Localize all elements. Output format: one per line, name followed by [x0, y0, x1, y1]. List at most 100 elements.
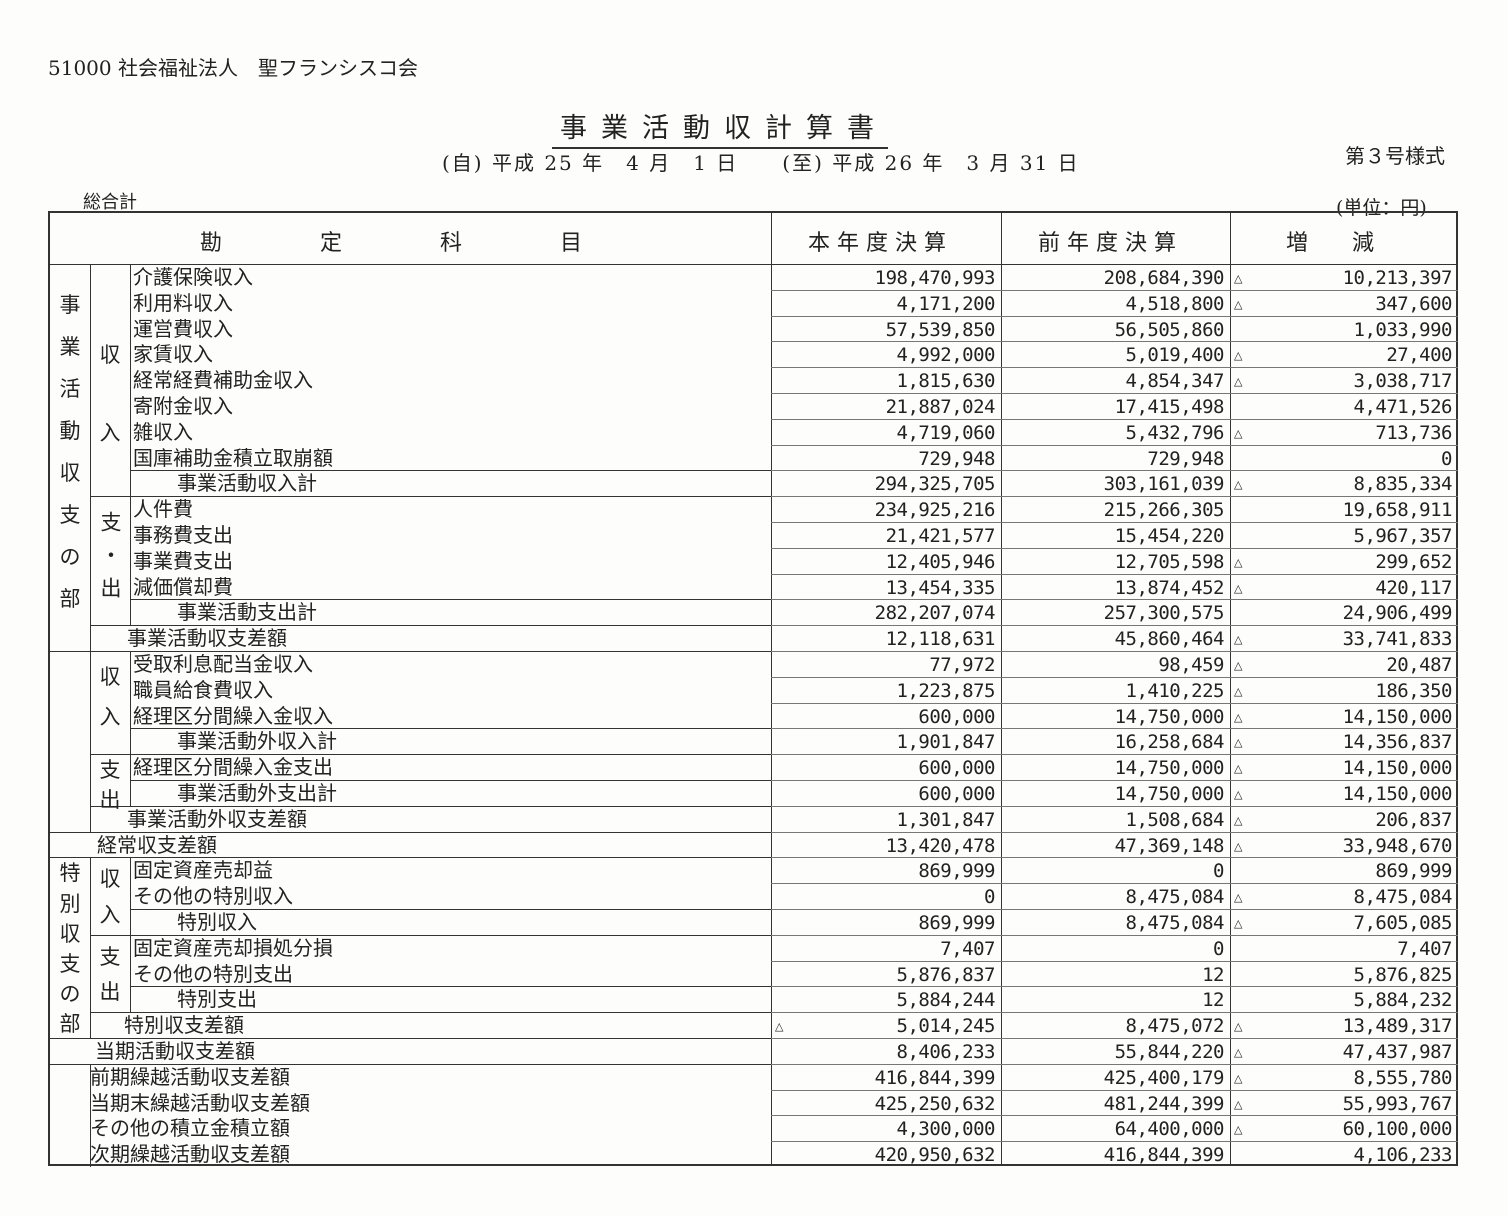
cell-change: 0: [1441, 447, 1452, 470]
cell-prior: 14,750,000: [1114, 783, 1225, 805]
organization-name: 51000 社会福祉法人 聖フランシスコ会: [48, 56, 418, 80]
cell-current: 5,876,837: [896, 963, 996, 986]
cell-prior: 303,161,039: [1103, 473, 1225, 496]
negative-mark: △: [1234, 426, 1243, 440]
cell-prior: 56,505,860: [1114, 318, 1225, 341]
negative-mark: △: [1234, 581, 1243, 595]
cell-prior: 1,410,225: [1125, 679, 1225, 702]
cell-change: 10,213,397: [1342, 267, 1453, 289]
cell-rule: [1230, 1012, 1458, 1014]
group-divider: [90, 264, 91, 626]
cell-rule: [1001, 1115, 1230, 1117]
cell-rule: [771, 934, 1001, 936]
cell-rule: [771, 470, 1001, 472]
cell-change: 8,835,334: [1353, 473, 1453, 496]
cell-prior: 1,508,684: [1125, 808, 1225, 831]
cell-current: 13,420,478: [885, 834, 996, 857]
cell-prior: 5,432,796: [1125, 421, 1225, 444]
cell-prior: 0: [1213, 937, 1224, 960]
cell-rule: [1230, 1089, 1458, 1091]
cell-change: 60,100,000: [1342, 1118, 1453, 1141]
cell-rule: [1001, 393, 1230, 394]
row-rule: [90, 625, 771, 627]
cell-current: 77,972: [929, 654, 995, 676]
header-change: 増 減: [1286, 231, 1375, 256]
cell-prior: 8,475,084: [1125, 886, 1225, 909]
group-label-char: 活: [59, 376, 81, 401]
group-label-char: の: [59, 545, 81, 570]
negative-mark: △: [1234, 1020, 1243, 1034]
row-rule: [130, 909, 771, 910]
cell-rule: [771, 496, 1001, 498]
cell-rule: [771, 651, 1001, 652]
group-label-char: 業: [59, 334, 81, 359]
cell-prior: 4,518,800: [1125, 292, 1225, 315]
cell-prior: 416,844,399: [1103, 1144, 1225, 1167]
row-label: 事業活動外支出計: [177, 781, 337, 805]
form-number: 第３号様式: [1345, 144, 1445, 168]
cell-rule: [1001, 934, 1230, 936]
expense-group-label: 支・出: [98, 511, 122, 610]
cell-current: 1,223,875: [896, 679, 996, 702]
cell-current: 4,992,000: [896, 344, 996, 367]
row-rule: [50, 831, 771, 833]
row-rule: [130, 728, 771, 730]
cell-rule: [1230, 496, 1458, 498]
cell-rule: [1230, 393, 1458, 394]
row-label: 事業活動収入計: [177, 471, 317, 496]
cell-current: 13,454,335: [885, 576, 996, 599]
cell-rule: [1230, 625, 1458, 627]
cell-rule: [1001, 315, 1230, 317]
cell-rule: [1001, 651, 1230, 652]
operating-section-label: 事業活動収支の部: [50, 277, 90, 625]
cell-rule: [1001, 1012, 1230, 1014]
group-label-char: 事: [59, 292, 81, 317]
cell-current: 21,421,577: [885, 525, 996, 547]
cell-rule: [1001, 418, 1230, 420]
group-label-char: 収: [99, 867, 121, 892]
cell-rule: [771, 728, 1001, 730]
cell-prior: 17,415,498: [1114, 396, 1225, 418]
cell-change: 3,038,717: [1353, 370, 1453, 393]
row-label: その他の特別支出: [133, 961, 293, 986]
cell-rule: [771, 1115, 1001, 1117]
cell-rule: [1001, 470, 1230, 472]
cell-prior: 15,454,220: [1114, 525, 1225, 547]
cell-change: 1,033,990: [1353, 318, 1453, 341]
cell-prior: 98,459: [1158, 654, 1224, 676]
cell-rule: [771, 522, 1001, 523]
cell-rule: [1230, 651, 1458, 652]
cell-change: 7,407: [1397, 937, 1452, 960]
negative-mark: △: [1234, 375, 1243, 389]
cell-rule: [1001, 831, 1230, 833]
cell-prior: 8,475,072: [1125, 1015, 1225, 1038]
cell-rule: [771, 393, 1001, 394]
cell-change: 14,150,000: [1342, 783, 1453, 805]
cell-prior: 5,019,400: [1125, 344, 1225, 367]
cell-rule: [1001, 857, 1230, 859]
negative-mark: △: [1234, 813, 1243, 827]
row-label: 事業活動外収入計: [177, 729, 337, 754]
cell-rule: [771, 444, 1001, 446]
cell-change: 186,350: [1375, 679, 1452, 702]
negative-mark: △: [1234, 917, 1243, 930]
cell-change: 33,948,670: [1342, 834, 1453, 857]
cell-rule: [1001, 625, 1230, 627]
cell-rule: [1001, 522, 1230, 523]
cell-rule: [1230, 728, 1458, 730]
row-rule: [90, 1012, 771, 1014]
cell-current: 4,300,000: [896, 1118, 996, 1141]
cell-rule: [771, 599, 1001, 601]
cell-current: 729,948: [918, 447, 995, 470]
row-label: 利用料収入: [133, 290, 233, 315]
group-label-char: 出: [99, 788, 121, 813]
cell-rule: [1230, 599, 1458, 601]
row-label: 当期末繰越活動収支差額: [90, 1090, 310, 1115]
column-divider: [1001, 213, 1002, 1164]
group-label-char: 出: [99, 980, 121, 1005]
row-rule: [130, 986, 771, 988]
cell-rule: [1230, 934, 1458, 936]
cell-current: 8,406,233: [896, 1041, 996, 1063]
negative-mark: △: [1234, 1123, 1243, 1137]
